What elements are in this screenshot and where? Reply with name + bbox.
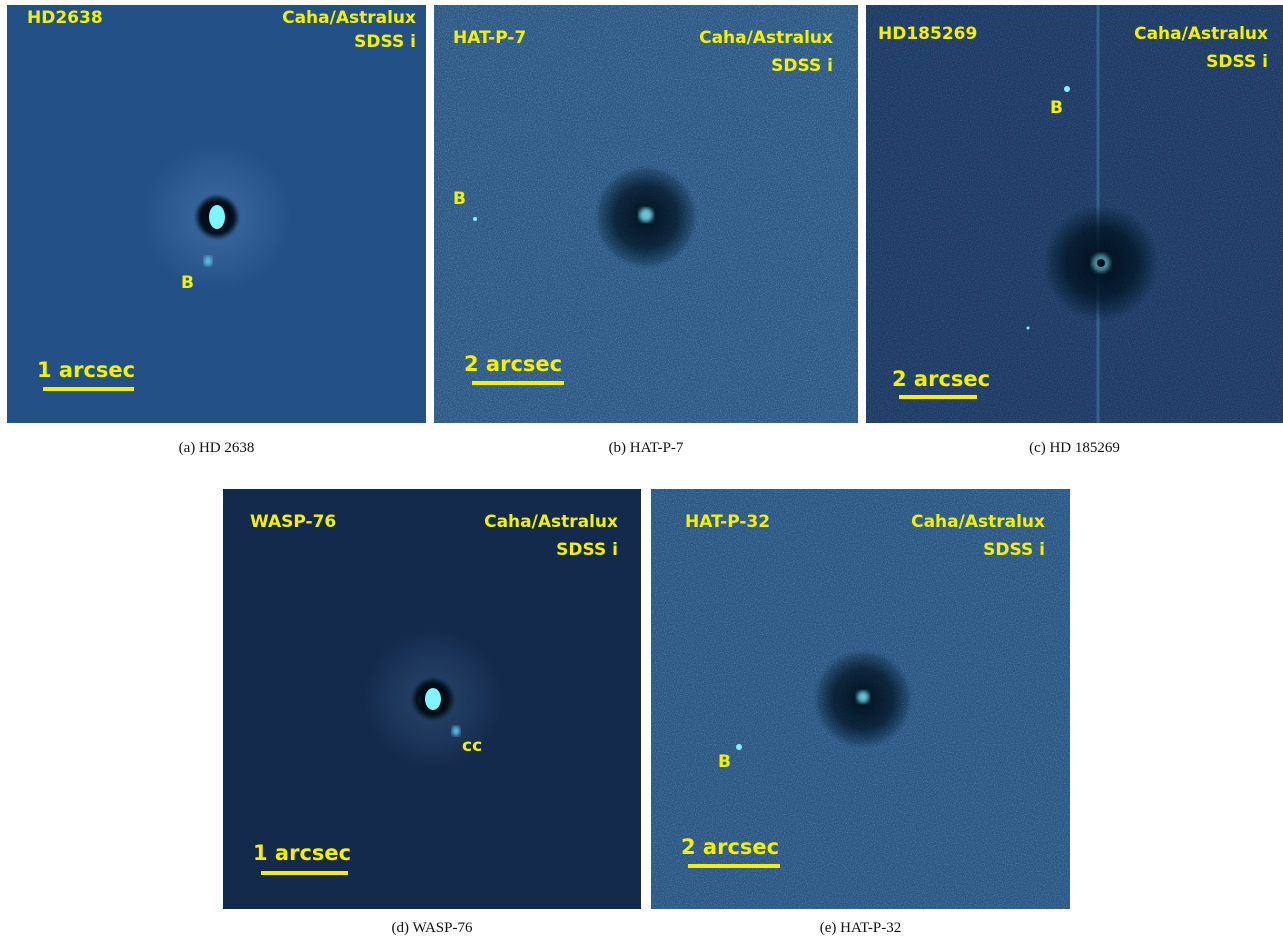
filter-label: SDSS i: [556, 540, 618, 560]
scale-bar: [472, 381, 564, 385]
instrument-label: Caha/Astralux: [911, 512, 1045, 532]
panel-hd2638: HD2638 Caha/Astralux SDSS i B 1 arcsec: [7, 5, 426, 423]
companion-dot: [452, 726, 460, 736]
companion-label: cc: [462, 736, 483, 756]
caption-d: (d) WASP-76: [391, 920, 473, 936]
filter-label: SDSS i: [983, 540, 1045, 560]
host-star: [639, 208, 653, 222]
filter-label: SDSS i: [354, 32, 416, 52]
companion-label: B: [718, 752, 731, 772]
image-wasp-76-svg: [223, 489, 641, 909]
image-hd2638-svg: [7, 5, 426, 423]
filter-label: SDSS i: [1206, 52, 1268, 72]
companion-dot: [736, 744, 742, 750]
caption-c: (c) HD 185269: [1029, 440, 1120, 456]
target-label: HD2638: [27, 8, 103, 28]
scale-bar: [43, 387, 134, 391]
caption-a: (a) HD 2638: [178, 440, 255, 456]
companion-label: B: [453, 189, 466, 209]
instrument-label: Caha/Astralux: [282, 8, 416, 28]
host-star: [425, 688, 441, 710]
companion-label: B: [181, 273, 194, 293]
filter-label: SDSS i: [771, 56, 833, 76]
scale-bar: [899, 395, 977, 399]
panel-hd185269: HD185269 Caha/Astralux SDSS i B 2 arcsec: [866, 5, 1283, 423]
panel-wasp-76: WASP-76 Caha/Astralux SDSS i cc 1 arcsec: [223, 489, 641, 909]
instrument-label: Caha/Astralux: [699, 28, 833, 48]
scale-label: 2 arcsec: [892, 367, 991, 391]
target-label: HAT-P-32: [685, 512, 771, 532]
companion-label: B: [1050, 98, 1063, 118]
host-star: [209, 205, 225, 229]
instrument-label: Caha/Astralux: [484, 512, 618, 532]
image-hd2638: [7, 5, 426, 423]
scale-label: 1 arcsec: [37, 358, 136, 382]
target-label: HAT-P-7: [453, 28, 527, 48]
target-label: WASP-76: [250, 512, 337, 532]
caption-e: (e) HAT-P-32: [819, 920, 902, 936]
companion-dot: [473, 217, 477, 221]
image-hd185269-svg: [866, 5, 1283, 423]
companion-dot: [1064, 86, 1070, 92]
image-wasp-76: [223, 489, 641, 909]
image-hat-p-32-svg: [651, 489, 1070, 909]
image-hat-p-7-svg: [434, 5, 858, 423]
panel-hat-p-7: HAT-P-7 Caha/Astralux SDSS i B 2 arcsec: [434, 5, 858, 423]
scale-bar: [688, 864, 780, 868]
panel-hat-p-32: HAT-P-32 Caha/Astralux SDSS i B 2 arcsec: [651, 489, 1070, 909]
companion-dot: [204, 256, 212, 266]
target-label: HD185269: [878, 24, 978, 44]
caption-b: (b) HAT-P-7: [608, 440, 684, 456]
image-hat-p-32: [651, 489, 1070, 909]
image-hd185269: [866, 5, 1283, 423]
scale-label: 2 arcsec: [464, 352, 563, 376]
scale-label: 2 arcsec: [681, 835, 780, 859]
instrument-label: Caha/Astralux: [1134, 24, 1268, 44]
scale-label: 1 arcsec: [253, 841, 352, 865]
scale-bar: [261, 871, 348, 875]
image-hat-p-7: [434, 5, 858, 423]
host-star: [857, 691, 869, 703]
